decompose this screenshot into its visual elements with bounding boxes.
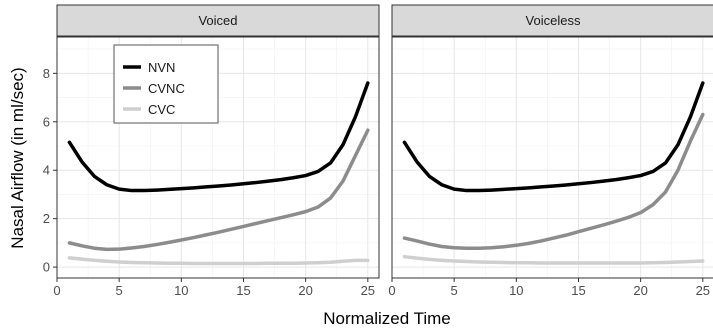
panel-title: Voiceless [526, 13, 581, 28]
series-line-cvc [402, 254, 705, 265]
legend-label-nvn: NVN [148, 60, 175, 75]
x-tick-label: 15 [571, 283, 585, 298]
panels: Voiced 0 5 10 15 20 25 0 2 4 6 8 Voiceless 0 5 10 15 20 25 [43, 4, 713, 298]
x-tick-label: 20 [633, 283, 647, 298]
x-tick-label: 25 [696, 283, 710, 298]
panel-strip [56, 4, 380, 37]
y-tick-label: 2 [43, 211, 50, 226]
x-tick-label: 20 [298, 283, 312, 298]
x-tick-label: 15 [236, 283, 250, 298]
x-tick-label: 10 [509, 283, 523, 298]
panel-border [391, 36, 713, 279]
y-tick-label: 8 [43, 66, 50, 81]
legend-label-cvnc: CVNC [148, 81, 185, 96]
legend: NVN CVNC CVC [113, 44, 219, 124]
x-tick-label: 10 [174, 283, 188, 298]
panel-strip [391, 4, 713, 37]
panel-voiceless: Voiceless 0 5 10 15 20 25 [388, 4, 713, 298]
panel-title: Voiced [198, 13, 237, 28]
y-tick-label: 0 [43, 260, 50, 275]
series-line-nvn [67, 81, 370, 193]
y-axis-title: Nasal Airflow (in ml/sec) [8, 67, 27, 248]
series-line-cvnc [67, 128, 370, 252]
series-line-cvc [67, 256, 370, 266]
y-tick-label: 4 [43, 163, 50, 178]
panel-border [56, 36, 380, 279]
y-tick-label: 6 [43, 114, 50, 129]
x-tick-label: 25 [361, 283, 375, 298]
series-line-cvnc [402, 112, 705, 250]
legend-label-cvc: CVC [148, 102, 175, 117]
x-tick-label: 0 [388, 283, 395, 298]
x-tick-label: 0 [53, 283, 60, 298]
panel-voiced: Voiced 0 5 10 15 20 25 0 2 4 6 8 [43, 4, 380, 298]
series-line-nvn [402, 81, 705, 193]
x-tick-label: 5 [451, 283, 458, 298]
x-axis-title: Normalized Time [323, 309, 451, 328]
x-tick-label: 5 [116, 283, 123, 298]
